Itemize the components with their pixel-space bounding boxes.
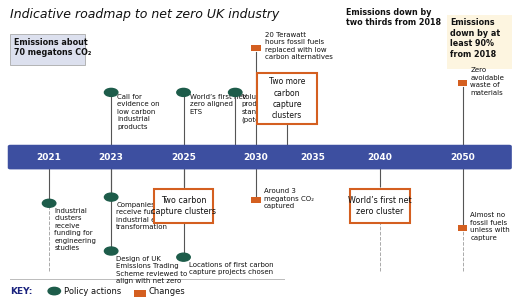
Circle shape [104, 88, 118, 96]
FancyBboxPatch shape [447, 15, 512, 69]
FancyBboxPatch shape [458, 225, 467, 231]
Text: Locations of first carbon
capture projects chosen: Locations of first carbon capture projec… [189, 262, 273, 275]
Text: KEY:: KEY: [10, 286, 33, 296]
Text: Around 3
megatons CO₂
captured: Around 3 megatons CO₂ captured [264, 188, 314, 209]
FancyBboxPatch shape [10, 34, 85, 65]
Text: Call for
evidence on
low carbon
industrial
products: Call for evidence on low carbon industri… [117, 94, 160, 130]
FancyBboxPatch shape [251, 45, 261, 51]
Circle shape [229, 88, 242, 96]
Text: 2040: 2040 [368, 152, 392, 162]
Text: Two carbon
capture clusters: Two carbon capture clusters [151, 196, 216, 217]
Text: Two more
carbon
capture
clusters: Two more carbon capture clusters [269, 77, 305, 120]
Circle shape [177, 88, 190, 96]
FancyBboxPatch shape [134, 290, 146, 297]
Text: Emissions
down by at
least 90%
from 2018: Emissions down by at least 90% from 2018 [450, 18, 500, 59]
Text: Changes: Changes [149, 286, 186, 296]
FancyBboxPatch shape [458, 80, 467, 86]
Text: Emissions about
70 megatons CO₂: Emissions about 70 megatons CO₂ [14, 38, 92, 57]
Text: World’s first net
zero aligned
ETS: World’s first net zero aligned ETS [190, 94, 245, 115]
Circle shape [177, 253, 190, 261]
FancyBboxPatch shape [8, 145, 512, 169]
Text: Voluntary
product
standards
(potential): Voluntary product standards (potential) [241, 94, 278, 123]
Text: Design of UK
Emissions Trading
Scheme reviewed to
align with net zero: Design of UK Emissions Trading Scheme re… [116, 256, 188, 284]
Text: Policy actions: Policy actions [64, 286, 121, 296]
FancyBboxPatch shape [251, 197, 261, 203]
Text: Emissions down by
two thirds from 2018: Emissions down by two thirds from 2018 [346, 8, 442, 27]
Text: Companies
receive funding for
industrial energy
transformation: Companies receive funding for industrial… [116, 202, 183, 230]
Circle shape [104, 247, 118, 255]
Text: 2025: 2025 [171, 152, 196, 162]
FancyBboxPatch shape [154, 189, 213, 224]
Text: Almost no
fossil fuels
unless with
capture: Almost no fossil fuels unless with captu… [470, 212, 510, 241]
Text: Indicative roadmap to net zero UK industry: Indicative roadmap to net zero UK indust… [10, 8, 280, 21]
Circle shape [42, 199, 56, 207]
Text: Zero
avoidable
waste of
materials: Zero avoidable waste of materials [470, 67, 505, 96]
Text: 2021: 2021 [37, 152, 62, 162]
Text: 2035: 2035 [300, 152, 325, 162]
Text: 2050: 2050 [450, 152, 475, 162]
Circle shape [48, 287, 60, 295]
Circle shape [104, 193, 118, 201]
Text: Industrial
clusters
receive
funding for
engineering
studies: Industrial clusters receive funding for … [54, 208, 96, 251]
Text: 2030: 2030 [244, 152, 268, 162]
Text: World’s first net
zero cluster: World’s first net zero cluster [348, 196, 412, 217]
FancyBboxPatch shape [351, 189, 409, 224]
Text: 20 Terawatt
hours fossil fuels
replaced with low
carbon alternatives: 20 Terawatt hours fossil fuels replaced … [265, 32, 332, 60]
Text: 2023: 2023 [99, 152, 124, 162]
FancyBboxPatch shape [257, 73, 316, 124]
